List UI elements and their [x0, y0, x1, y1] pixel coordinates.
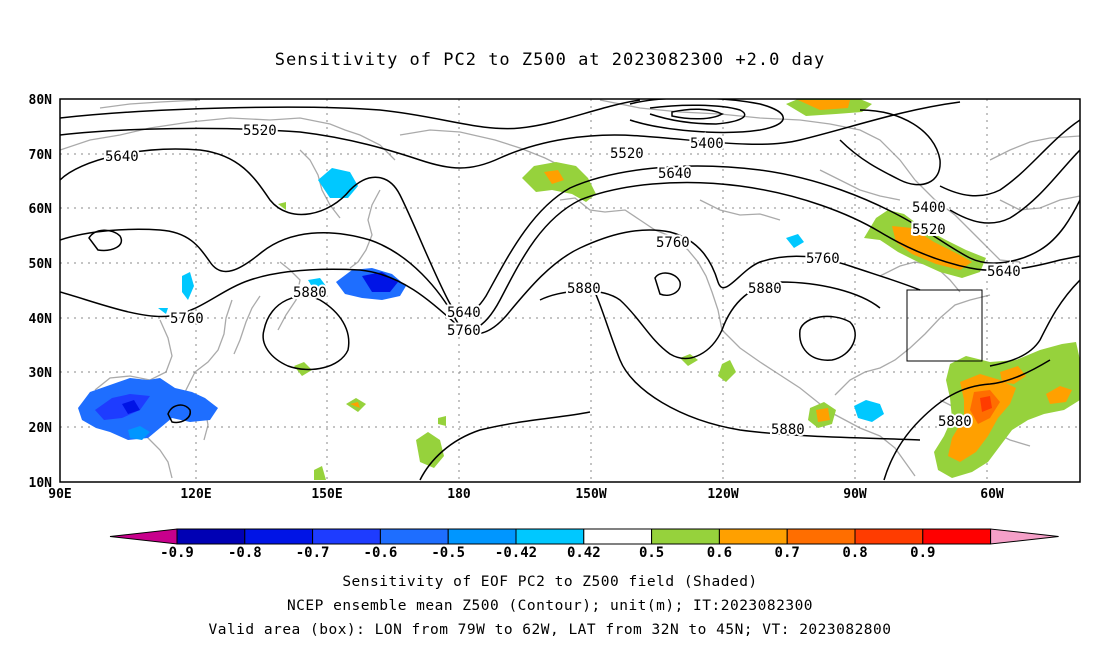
colorbar-tick-label: -0.5 [431, 545, 465, 561]
lat-label: 40N [29, 312, 53, 327]
lat-label: 10N [29, 476, 53, 491]
colorbar-segment [854, 528, 924, 545]
map-frame [59, 98, 1081, 483]
lat-label: 20N [29, 421, 53, 436]
colorbar-tick-label: 0.8 [842, 545, 867, 561]
contour-label: 5640 [658, 166, 692, 182]
colorbar-segment [583, 528, 653, 545]
lon-label: 120W [707, 487, 738, 502]
colorbar-segment [312, 528, 381, 545]
contour-label: 5880 [748, 281, 782, 297]
lon-label: 150E [311, 487, 342, 502]
lat-label: 80N [29, 93, 53, 108]
latitude-labels: 80N 70N 60N 50N 40N 30N 20N 10N [29, 93, 53, 491]
contour-label: 5880 [771, 422, 805, 438]
contour-label: 5760 [806, 251, 840, 267]
colorbar-tick-label: -0.7 [296, 545, 330, 561]
contour-labels: 5520 5640 5760 5880 5400 5520 5640 5760 … [103, 121, 1023, 440]
contour-label: 5880 [293, 285, 327, 301]
colorbar-tick-label: 0.6 [707, 545, 732, 561]
colorbar-ticks: -0.9 -0.8 -0.7 -0.6 -0.5 -0.42 0.42 0.5 0.6 0.7 0.… [160, 545, 935, 561]
colorbar-tick-label: 0.42 [567, 545, 601, 561]
contour-label: 5640 [987, 264, 1021, 280]
colorbar-segment [176, 528, 246, 545]
grid-lines [60, 99, 1080, 482]
lat-label: 60N [29, 202, 53, 217]
contour-label: 5400 [690, 136, 724, 152]
valid-area-box [906, 289, 983, 362]
caption-line-2: NCEP ensemble mean Z500 (Contour); unit(… [286, 598, 814, 614]
lon-label: 90E [48, 487, 71, 502]
colorbar-tick-label: 0.9 [910, 545, 935, 561]
contour-label: 5400 [912, 200, 946, 216]
lon-label: 180 [447, 487, 471, 502]
contour-label: 5640 [105, 149, 139, 165]
shaded-sensitivity [78, 99, 1080, 480]
colorbar-segment [718, 528, 788, 545]
colorbar-tick-label: -0.9 [160, 545, 194, 561]
colorbar-segment [379, 528, 449, 545]
colorbar-tick-label: 0.5 [639, 545, 664, 561]
longitude-labels: 90E 120E 150E 180 150W 120W 90W 60W [48, 487, 1004, 502]
contour-label: 5520 [243, 123, 277, 139]
z500-contours [60, 99, 1080, 481]
contour-label: 5640 [447, 305, 481, 321]
contour-label: 5520 [912, 222, 946, 238]
colorbar-segment [447, 528, 517, 545]
colorbar-tick-label: -0.8 [228, 545, 262, 561]
lat-label: 70N [29, 148, 53, 163]
colorbar-over-triangle [990, 528, 1059, 545]
colorbar-tick-label: 0.7 [775, 545, 800, 561]
lon-label: 60W [980, 487, 1004, 502]
colorbar-segment [651, 528, 720, 545]
lon-label: 150W [575, 487, 606, 502]
colorbar-under-triangle [109, 528, 178, 545]
lat-label: 50N [29, 257, 53, 272]
colorbar-segment [244, 528, 314, 545]
caption-line-1: Sensitivity of EOF PC2 to Z500 field (Sh… [342, 574, 758, 590]
colorbar-segment [786, 528, 856, 545]
caption-line-3: Valid area (box): LON from 79W to 62W, L… [208, 622, 892, 638]
contour-label: 5880 [938, 414, 972, 430]
figure-title: Sensitivity of PC2 to Z500 at 2023082300… [274, 50, 826, 70]
contour-label: 5760 [170, 311, 204, 327]
colorbar-segment [515, 528, 585, 545]
contour-label: 5880 [567, 281, 601, 297]
colorbar [109, 528, 1059, 545]
colorbar-tick-label: -0.6 [364, 545, 398, 561]
lat-label: 30N [29, 366, 53, 381]
contour-label: 5520 [610, 146, 644, 162]
contour-label: 5760 [656, 235, 690, 251]
lon-label: 90W [843, 487, 867, 502]
colorbar-tick-label: -0.42 [495, 545, 537, 561]
contour-label: 5760 [447, 323, 481, 339]
lon-label: 120E [180, 487, 211, 502]
colorbar-segment [922, 528, 992, 545]
